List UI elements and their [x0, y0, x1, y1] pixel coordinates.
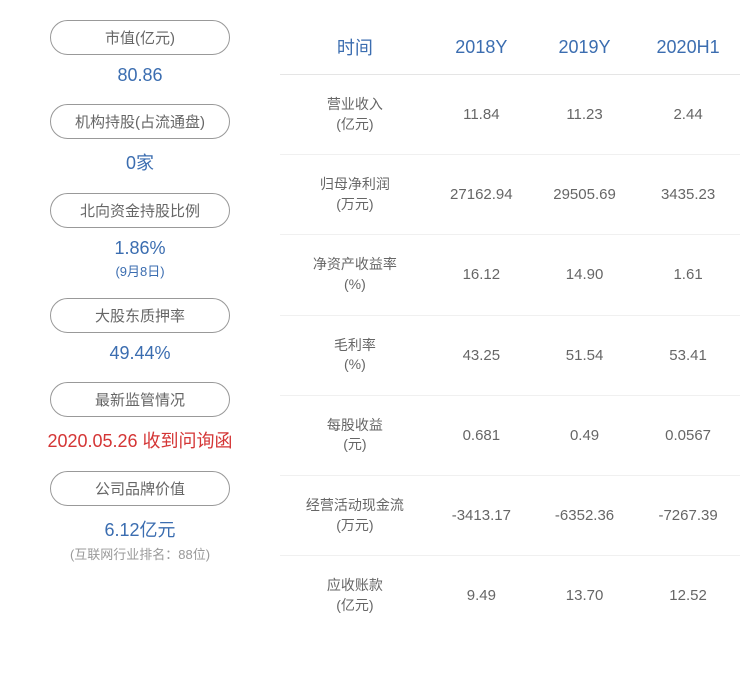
table-header-cell: 2019Y [533, 20, 636, 75]
data-cell: 3435.23 [636, 155, 740, 235]
data-cell: 14.90 [533, 235, 636, 315]
metric-value: 6.12亿元 [25, 516, 255, 542]
data-cell: 13.70 [533, 556, 636, 636]
metric-group: 北向资金持股比例 1.86% (9月8日) [25, 193, 255, 280]
table-row: 经营活动现金流(万元)-3413.17-6352.36-7267.39 [280, 475, 740, 555]
table-row: 每股收益(元)0.6810.490.0567 [280, 395, 740, 475]
row-label-cell: 营业收入(亿元) [280, 75, 430, 155]
table-header-cell: 2018Y [430, 20, 533, 75]
data-cell: 11.23 [533, 75, 636, 155]
right-table-panel: 时间2018Y2019Y2020H1 营业收入(亿元)11.8411.232.4… [270, 20, 740, 658]
table-header-row: 时间2018Y2019Y2020H1 [280, 20, 740, 75]
table-body: 营业收入(亿元)11.8411.232.44归母净利润(万元)27162.942… [280, 75, 740, 636]
metric-subtext: (互联网行业排名：88位) [25, 544, 255, 563]
row-label-cell: 毛利率(%) [280, 315, 430, 395]
table-row: 净资产收益率(%)16.1214.901.61 [280, 235, 740, 315]
table-row: 应收账款(亿元)9.4913.7012.52 [280, 556, 740, 636]
data-cell: 9.49 [430, 556, 533, 636]
data-cell: 43.25 [430, 315, 533, 395]
table-header-cell: 时间 [280, 20, 430, 75]
data-cell: 29505.69 [533, 155, 636, 235]
metric-label: 最新监管情况 [50, 382, 230, 417]
row-label-cell: 每股收益(元) [280, 395, 430, 475]
table-header-cell: 2020H1 [636, 20, 740, 75]
data-cell: 11.84 [430, 75, 533, 155]
table-row: 毛利率(%)43.2551.5453.41 [280, 315, 740, 395]
metric-label: 机构持股(占流通盘) [50, 104, 230, 139]
metric-group: 市值(亿元) 80.86 [25, 20, 255, 86]
metric-label: 市值(亿元) [50, 20, 230, 55]
metric-label: 公司品牌价值 [50, 471, 230, 506]
metric-group: 公司品牌价值 6.12亿元 (互联网行业排名：88位) [25, 471, 255, 563]
data-cell: 0.49 [533, 395, 636, 475]
metric-group: 最新监管情况 2020.05.26 收到问询函 [25, 382, 255, 453]
data-cell: 1.61 [636, 235, 740, 315]
table-row: 归母净利润(万元)27162.9429505.693435.23 [280, 155, 740, 235]
metric-label: 大股东质押率 [50, 298, 230, 333]
data-cell: 16.12 [430, 235, 533, 315]
data-cell: -3413.17 [430, 475, 533, 555]
metric-group: 机构持股(占流通盘) 0家 [25, 104, 255, 175]
data-cell: 51.54 [533, 315, 636, 395]
data-cell: -7267.39 [636, 475, 740, 555]
table-row: 营业收入(亿元)11.8411.232.44 [280, 75, 740, 155]
row-label-cell: 归母净利润(万元) [280, 155, 430, 235]
data-cell: 0.0567 [636, 395, 740, 475]
metric-group: 大股东质押率 49.44% [25, 298, 255, 364]
metric-label: 北向资金持股比例 [50, 193, 230, 228]
left-metrics-panel: 市值(亿元) 80.86 机构持股(占流通盘) 0家北向资金持股比例 1.86% (9月8… [10, 20, 270, 658]
data-cell: 0.681 [430, 395, 533, 475]
financial-table: 时间2018Y2019Y2020H1 营业收入(亿元)11.8411.232.4… [280, 20, 740, 635]
data-cell: 53.41 [636, 315, 740, 395]
metric-value: 80.86 [25, 65, 255, 86]
data-cell: 27162.94 [430, 155, 533, 235]
metric-value: 2020.05.26 收到问询函 [25, 427, 255, 453]
data-cell: 2.44 [636, 75, 740, 155]
metric-value: 1.86% [25, 238, 255, 259]
row-label-cell: 净资产收益率(%) [280, 235, 430, 315]
metric-subtext: (9月8日) [25, 261, 255, 280]
data-cell: 12.52 [636, 556, 740, 636]
row-label-cell: 应收账款(亿元) [280, 556, 430, 636]
row-label-cell: 经营活动现金流(万元) [280, 475, 430, 555]
data-cell: -6352.36 [533, 475, 636, 555]
metric-value: 49.44% [25, 343, 255, 364]
metric-value: 0家 [25, 149, 255, 175]
